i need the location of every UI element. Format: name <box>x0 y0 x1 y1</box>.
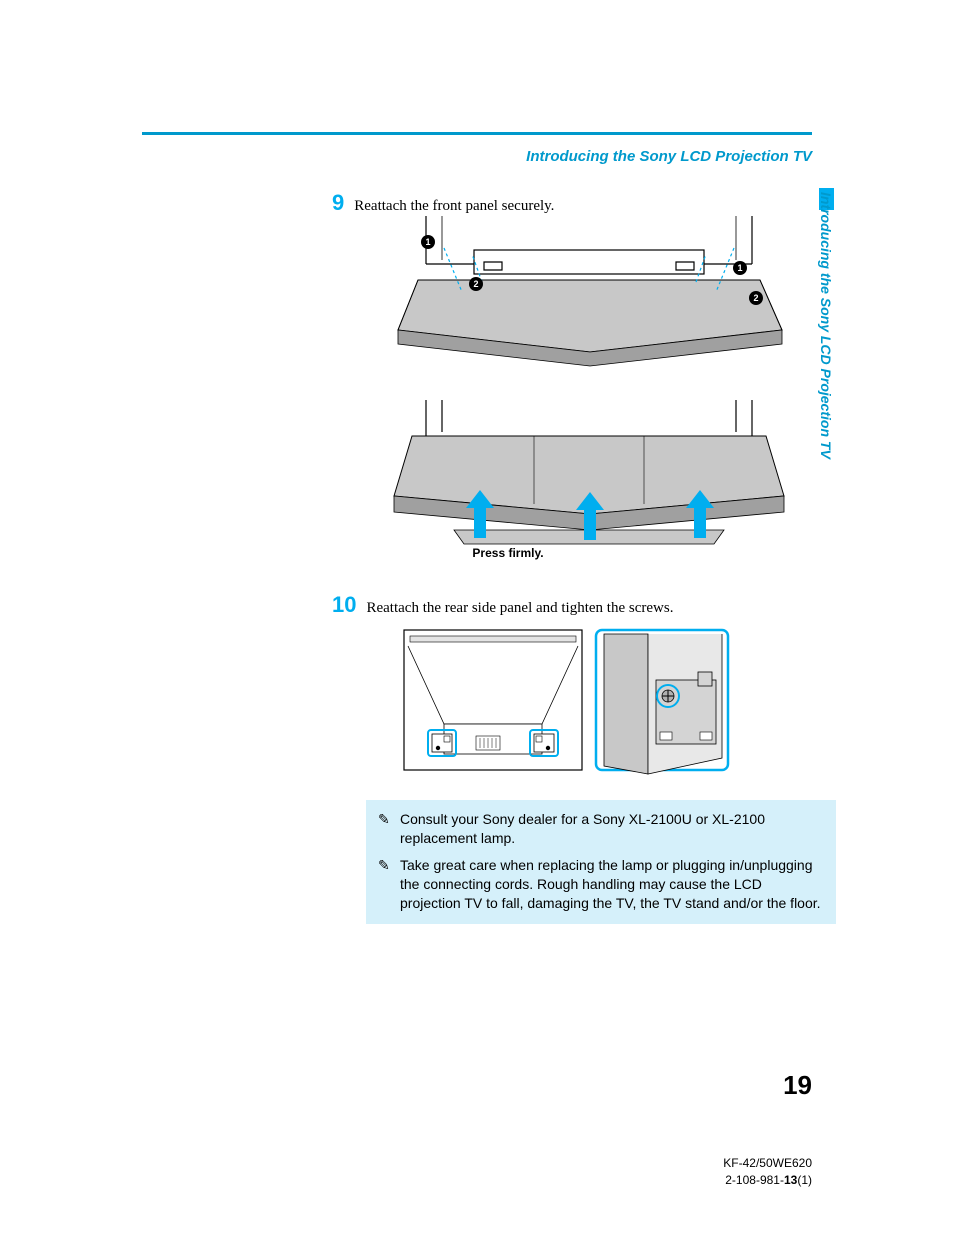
side-tab-text: Introducing the Sony LCD Projection TV <box>812 188 834 492</box>
figure-9: 1 2 1 2 <box>384 214 794 564</box>
footer: KF-42/50WE620 2-108-981-13(1) <box>723 1155 812 1189</box>
note-item-1: ✎ Consult your Sony dealer for a Sony XL… <box>378 810 824 848</box>
figure-10 <box>398 624 738 784</box>
step-9-number: 9 <box>332 190 344 216</box>
step-10-number: 10 <box>332 592 356 618</box>
footer-model: KF-42/50WE620 <box>723 1155 812 1172</box>
pencil-icon: ✎ <box>378 810 400 848</box>
step-10: 10 Reattach the rear side panel and tigh… <box>332 592 673 618</box>
side-tab: Introducing the Sony LCD Projection TV <box>812 188 834 488</box>
step-10-text: Reattach the rear side panel and tighten… <box>366 600 673 616</box>
section-header: Introducing the Sony LCD Projection TV <box>526 148 812 165</box>
step-9-text: Reattach the front panel securely. <box>354 198 554 214</box>
callout-1a: 1 <box>425 237 430 247</box>
note-item-2: ✎ Take great care when replacing the lam… <box>378 856 824 913</box>
page-number: 19 <box>783 1070 812 1101</box>
note-1-text: Consult your Sony dealer for a Sony XL-2… <box>400 810 824 848</box>
top-rule <box>142 132 812 135</box>
callout-2b: 2 <box>753 293 758 303</box>
press-firmly-label: Press firmly. <box>448 546 568 560</box>
callout-1b: 1 <box>737 263 742 273</box>
footer-docid: 2-108-981-13(1) <box>723 1172 812 1189</box>
page: Introducing the Sony LCD Projection TV I… <box>0 0 954 1235</box>
footer-doc-bold: 13 <box>784 1173 797 1187</box>
footer-doc-prefix: 2-108-981- <box>725 1173 784 1187</box>
pencil-icon: ✎ <box>378 856 400 913</box>
note-2-text: Take great care when replacing the lamp … <box>400 856 824 913</box>
step-9: 9 Reattach the front panel securely. <box>332 190 554 216</box>
footer-doc-suffix: (1) <box>797 1173 812 1187</box>
note-box: ✎ Consult your Sony dealer for a Sony XL… <box>366 800 836 924</box>
callout-2a: 2 <box>473 279 478 289</box>
